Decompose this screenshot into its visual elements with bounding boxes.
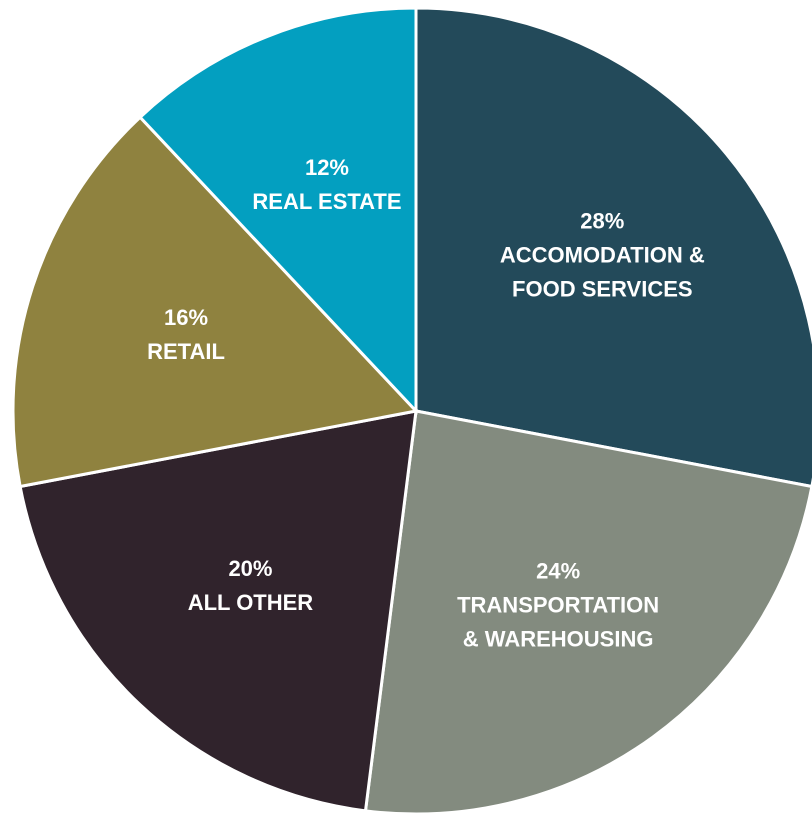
pie-slice	[363, 409, 812, 816]
slice-value-label: 28%	[580, 209, 624, 234]
slice-label: FOOD SERVICES	[512, 277, 693, 302]
slice-label: REAL ESTATE	[252, 189, 401, 214]
slice-label: TRANSPORTATION	[457, 592, 659, 617]
pie-slice	[18, 409, 418, 813]
slice-value-label: 16%	[164, 305, 208, 330]
slice-value-label: 24%	[536, 558, 580, 583]
slice-value-label: 20%	[228, 556, 272, 581]
slice-value-label: 12%	[305, 155, 349, 180]
pie-slice	[138, 6, 418, 415]
slice-label: ALL OTHER	[188, 590, 314, 615]
pie-slice	[11, 115, 419, 489]
slice-label: ACCOMODATION &	[500, 243, 705, 268]
pie-slice	[414, 6, 812, 489]
slice-label: & WAREHOUSING	[463, 626, 654, 651]
slice-label: RETAIL	[147, 339, 225, 364]
